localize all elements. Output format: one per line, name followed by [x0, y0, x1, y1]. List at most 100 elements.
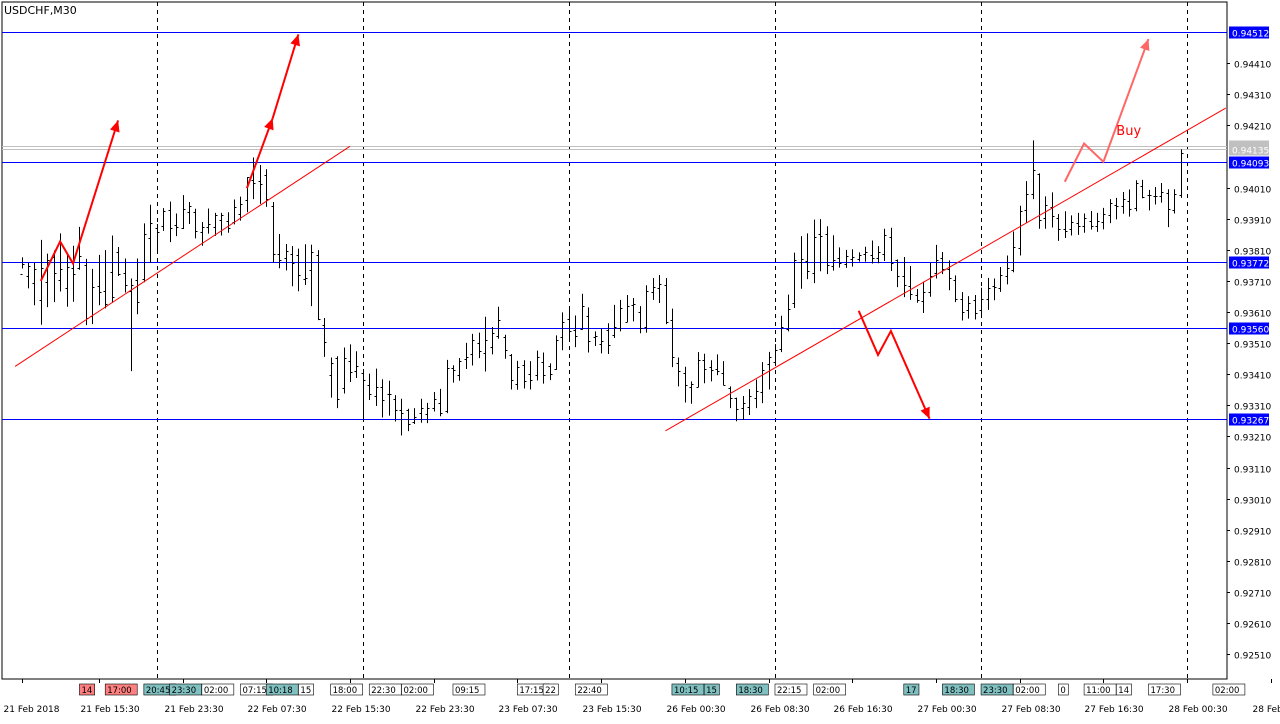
y-tick-label: 0.93910: [1234, 217, 1271, 227]
ohlc-bar: [980, 288, 984, 315]
arrow-path[interactable]: [273, 34, 299, 118]
ohlc-bar: [478, 333, 482, 359]
y-tick-label: 0.94410: [1234, 61, 1271, 71]
ohlc-bar: [259, 165, 263, 204]
ohlc-bar: [729, 386, 733, 408]
time-marker[interactable]: 15: [704, 684, 719, 696]
time-marker[interactable]: 0: [1058, 684, 1068, 696]
x-tick-label: 22 Feb 15:30: [332, 705, 391, 715]
ohlc-bar: [1025, 181, 1029, 222]
time-marker[interactable]: 14: [1116, 684, 1131, 696]
time-marker[interactable]: 18:00: [331, 684, 363, 696]
x-tick-label: 22 Feb 07:30: [248, 705, 307, 715]
ohlc-bar: [594, 331, 598, 346]
x-tick-label: 26 Feb 16:30: [834, 705, 893, 715]
ohlc-bar: [929, 263, 933, 297]
x-tick-label: 21 Feb 2018: [4, 705, 60, 715]
time-marker[interactable]: 17:00: [105, 684, 137, 696]
x-tick-label: 27 Feb 00:30: [918, 705, 977, 715]
ohlc-bar: [304, 244, 308, 285]
time-marker-label: 22:40: [577, 686, 602, 696]
time-marker-label: 02:00: [403, 686, 428, 696]
trendline[interactable]: [15, 146, 350, 366]
ohlc-bar: [864, 247, 868, 262]
time-marker[interactable]: 22:30: [369, 684, 401, 696]
time-marker[interactable]: 18:30: [736, 684, 768, 696]
ohlc-bar: [645, 285, 649, 332]
y-tick-label: 0.94310: [1234, 92, 1271, 102]
ohlc-bar: [916, 289, 920, 303]
y-tick-label: 0.93410: [1234, 372, 1271, 382]
time-marker[interactable]: 22:40: [575, 684, 607, 696]
time-marker[interactable]: 17: [904, 684, 919, 696]
arrow-path[interactable]: [247, 118, 273, 188]
trendline[interactable]: [666, 108, 1226, 431]
ohlc-bar: [890, 228, 894, 271]
ohlc-bar: [716, 354, 720, 375]
ohlc-bar: [581, 294, 585, 330]
y-tick-label: 0.93210: [1234, 434, 1271, 444]
time-marker-label: 10:18: [268, 686, 293, 696]
y-tick-label: 0.93310: [1234, 403, 1271, 413]
time-marker[interactable]: 11:00: [1084, 684, 1116, 696]
time-marker-label: 22:30: [371, 686, 396, 696]
x-tick-label: 23 Feb 07:30: [499, 705, 558, 715]
x-tick-label: 26 Feb 00:30: [667, 705, 726, 715]
ohlc-bar: [896, 259, 900, 287]
ohlc-bar: [677, 357, 681, 386]
time-marker[interactable]: 10:15: [672, 684, 704, 696]
y-tick-label: 0.93510: [1234, 341, 1271, 351]
time-marker[interactable]: 22: [543, 684, 558, 696]
time-marker[interactable]: 23:30: [170, 684, 202, 696]
ohlc-bar: [143, 223, 147, 282]
ohlc-bar: [877, 246, 881, 263]
time-marker[interactable]: 02:00: [202, 684, 234, 696]
time-marker[interactable]: 02:00: [814, 684, 846, 696]
x-tick-label: 28 Feb 00:30: [1169, 705, 1228, 715]
time-marker[interactable]: 02:00: [1213, 684, 1245, 696]
ohlc-bar: [639, 306, 643, 333]
ohlc-bar: [549, 363, 553, 380]
time-marker-label: 15: [706, 686, 717, 696]
time-marker[interactable]: 23:30: [981, 684, 1013, 696]
ohlc-bar: [1160, 183, 1164, 203]
time-marker[interactable]: 22:15: [775, 684, 807, 696]
price-level-tag-label: 0.94512: [1232, 30, 1269, 40]
ohlc-bar: [903, 257, 907, 297]
ohlc-bar: [671, 309, 675, 367]
ohlc-bar: [1102, 208, 1106, 229]
time-marker-label: 17:00: [107, 686, 132, 696]
arrow-head-icon: [1140, 39, 1149, 51]
ohlc-bar: [587, 307, 591, 352]
ohlc-bar: [491, 327, 495, 354]
ohlc-bar: [27, 263, 31, 289]
ohlc-bar: [1180, 149, 1184, 198]
time-marker[interactable]: 15: [298, 684, 313, 696]
x-tick-label: 26 Feb 08:30: [751, 705, 810, 715]
time-marker[interactable]: 10:18: [266, 684, 298, 696]
ohlc-bar: [665, 278, 669, 324]
time-marker[interactable]: 17:30: [1149, 684, 1181, 696]
ohlc-bar: [53, 250, 57, 302]
time-marker[interactable]: 09:15: [453, 684, 485, 696]
y-tick-label: 0.92910: [1234, 528, 1271, 538]
time-marker-label: 11:00: [1086, 686, 1111, 696]
ohlc-bar: [117, 247, 121, 276]
ohlc-bar: [433, 392, 437, 412]
time-marker[interactable]: 02:00: [1013, 684, 1045, 696]
ohlc-bar: [452, 365, 456, 382]
ohlc-bar: [1154, 187, 1158, 204]
time-marker-label: 02:00: [1215, 686, 1240, 696]
time-marker-label: 02:00: [816, 686, 841, 696]
time-marker-label: 14: [81, 686, 92, 696]
y-tick-label: 0.93610: [1234, 310, 1271, 320]
arrow-path[interactable]: [859, 311, 930, 419]
time-marker[interactable]: 02:00: [401, 684, 433, 696]
ohlc-bar: [471, 334, 475, 366]
ohlc-bar: [697, 352, 701, 387]
ohlc-bar: [600, 328, 604, 353]
time-marker[interactable]: 14: [79, 684, 94, 696]
time-marker[interactable]: 18:30: [942, 684, 974, 696]
